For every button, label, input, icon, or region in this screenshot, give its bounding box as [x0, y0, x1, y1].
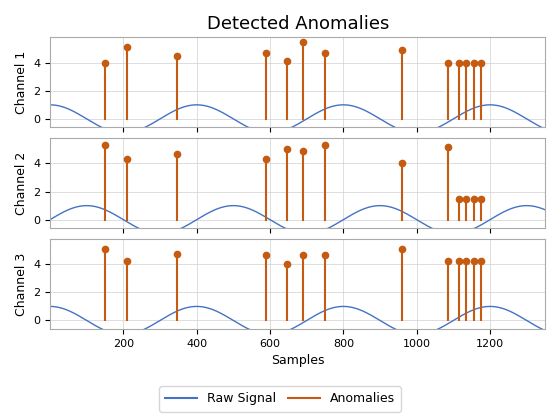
- Raw Signal: [220, 110, 226, 116]
- Y-axis label: Channel 1: Channel 1: [15, 51, 28, 114]
- Raw Signal: [167, 230, 174, 235]
- Raw Signal: [220, 205, 226, 210]
- Raw Signal: [157, 231, 164, 236]
- Raw Signal: [417, 219, 424, 224]
- Legend: Raw Signal, Anomalies: Raw Signal, Anomalies: [159, 386, 401, 412]
- Raw Signal: [542, 207, 548, 212]
- Raw Signal: [166, 312, 173, 317]
- Raw Signal: [441, 230, 447, 235]
- Line: Raw Signal: Raw Signal: [50, 105, 545, 133]
- Raw Signal: [441, 323, 447, 328]
- Title: Detected Anomalies: Detected Anomalies: [207, 15, 389, 33]
- Raw Signal: [417, 130, 424, 135]
- Raw Signal: [542, 126, 548, 131]
- Raw Signal: [193, 304, 200, 309]
- Raw Signal: [120, 332, 127, 337]
- Raw Signal: [542, 328, 548, 333]
- Raw Signal: [166, 110, 173, 116]
- X-axis label: Samples: Samples: [271, 354, 324, 367]
- Raw Signal: [60, 210, 67, 215]
- Raw Signal: [47, 217, 54, 222]
- Raw Signal: [83, 203, 90, 208]
- Raw Signal: [47, 102, 54, 108]
- Raw Signal: [441, 122, 447, 127]
- Raw Signal: [417, 332, 424, 337]
- Raw Signal: [60, 306, 67, 311]
- Raw Signal: [120, 131, 127, 136]
- Raw Signal: [220, 312, 227, 317]
- Line: Raw Signal: Raw Signal: [50, 206, 545, 234]
- Y-axis label: Channel 3: Channel 3: [15, 252, 28, 315]
- Raw Signal: [220, 312, 226, 317]
- Raw Signal: [220, 110, 227, 116]
- Raw Signal: [220, 205, 227, 210]
- Raw Signal: [193, 102, 200, 108]
- Y-axis label: Channel 2: Channel 2: [15, 152, 28, 215]
- Raw Signal: [47, 304, 54, 309]
- Raw Signal: [60, 105, 67, 110]
- Line: Raw Signal: Raw Signal: [50, 307, 545, 335]
